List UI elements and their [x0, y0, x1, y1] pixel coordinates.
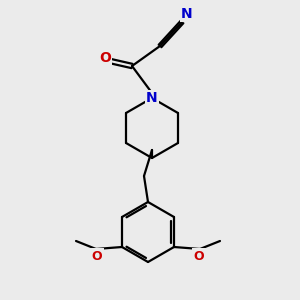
Text: N: N	[146, 91, 158, 105]
Text: O: O	[99, 51, 111, 65]
Text: N: N	[181, 7, 193, 21]
Text: O: O	[92, 250, 102, 262]
Text: O: O	[194, 250, 204, 262]
